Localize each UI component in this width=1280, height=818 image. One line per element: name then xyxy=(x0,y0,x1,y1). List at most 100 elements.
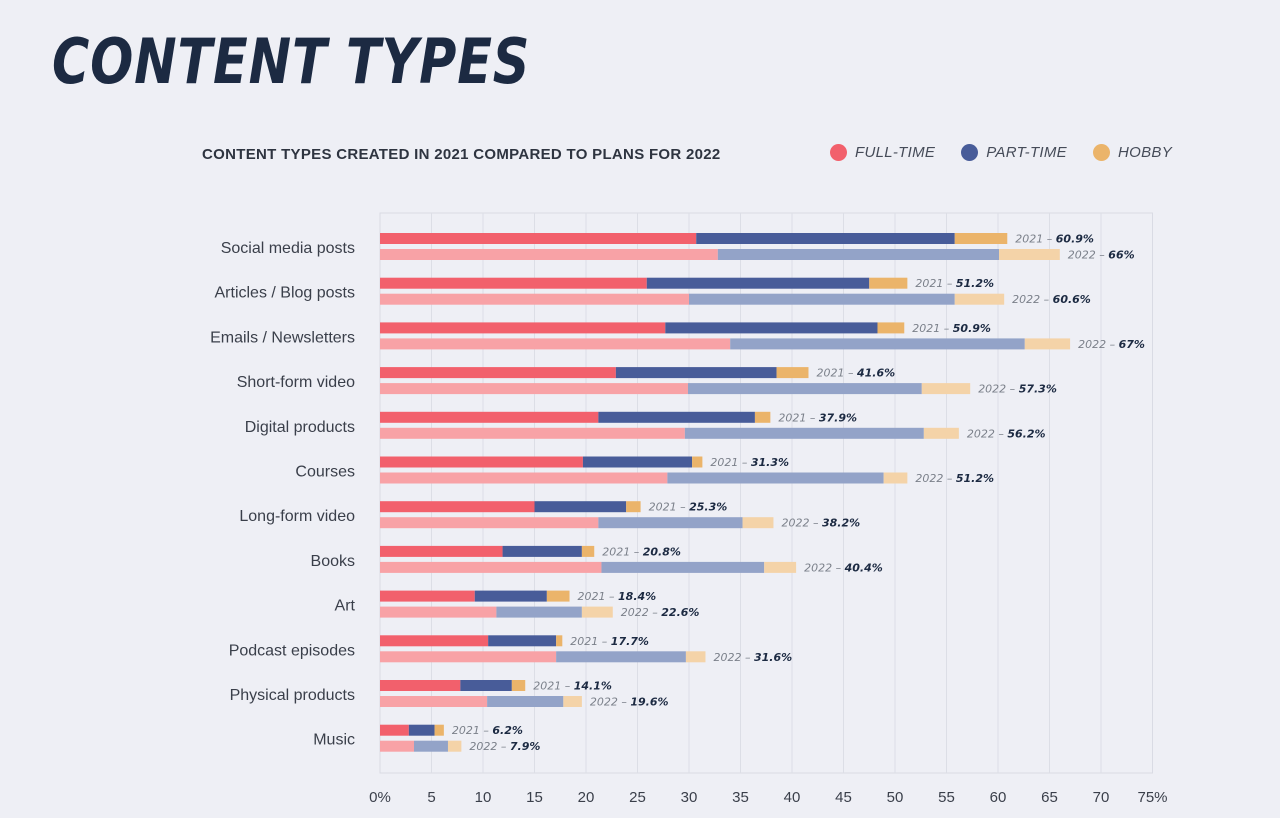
bar-2022-part-time xyxy=(689,293,955,305)
bar-2022-part-time xyxy=(556,651,686,663)
bar-2022-hobby xyxy=(954,293,1005,305)
legend-item-full-time: FULL-TIME xyxy=(830,144,935,161)
data-label: 2021 – 50.9% xyxy=(912,322,991,335)
bar-2022-part-time xyxy=(598,517,743,529)
category-label: Long-form video xyxy=(239,508,355,525)
bar-2022-part-time xyxy=(601,561,765,573)
data-label: 2021 – 18.4% xyxy=(578,590,657,603)
bar-2022-full-time xyxy=(380,338,731,350)
bar-2021-full-time xyxy=(380,501,535,513)
bar-2021-part-time xyxy=(460,680,512,691)
data-label: 2022 – 57.3% xyxy=(978,383,1057,396)
data-label: 2022 – 60.6% xyxy=(1012,293,1091,306)
bar-2021-part-time xyxy=(582,456,693,468)
chart-title: CONTENT TYPES CREATED IN 2021 COMPARED T… xyxy=(202,146,721,163)
bar-2021-hobby xyxy=(869,277,908,289)
bar-2022-hobby xyxy=(685,651,706,663)
bar-2021-part-time xyxy=(598,411,755,423)
bar-2022-full-time xyxy=(380,249,718,260)
bar-2021-full-time xyxy=(380,545,503,557)
bar-2021-full-time xyxy=(380,456,583,468)
bar-2021-hobby xyxy=(776,367,809,379)
full-time-dot-icon xyxy=(830,144,847,161)
category-label: Courses xyxy=(295,464,355,481)
bar-2021-hobby xyxy=(434,724,444,736)
bar-2021-part-time xyxy=(534,501,627,513)
bar-2021-hobby xyxy=(511,680,526,691)
bar-2022-hobby xyxy=(923,427,959,439)
bar-2022-full-time xyxy=(380,606,497,618)
x-tick-label: 30 xyxy=(681,789,698,806)
bar-2021-part-time xyxy=(665,322,878,334)
bar-2021-full-time xyxy=(380,635,489,647)
x-tick-label: 75% xyxy=(1137,789,1167,806)
category-label: Articles / Blog posts xyxy=(215,285,356,302)
x-tick-label: 5 xyxy=(427,789,435,806)
bar-2022-hobby xyxy=(764,561,797,573)
bar-2021-hobby xyxy=(581,545,595,557)
bar-2021-part-time xyxy=(474,590,547,602)
x-tick-label: 45 xyxy=(835,789,852,806)
bar-2022-full-time xyxy=(380,517,599,529)
data-label: 2022 – 40.4% xyxy=(804,561,883,574)
x-tick-label: 65 xyxy=(1041,789,1058,806)
x-tick-label: 35 xyxy=(732,789,749,806)
hobby-dot-icon xyxy=(1093,144,1110,161)
x-tick-label: 70 xyxy=(1093,789,1110,806)
bar-2022-part-time xyxy=(717,249,1000,260)
bar-2022-full-time xyxy=(380,472,668,484)
plot-area xyxy=(379,212,1153,774)
bar-2022-part-time xyxy=(413,740,448,752)
bar-2021-full-time xyxy=(380,367,616,379)
bar-2022-full-time xyxy=(380,427,685,439)
data-label: 2021 – 14.1% xyxy=(533,680,612,693)
category-label: Books xyxy=(311,553,355,570)
bar-2021-hobby xyxy=(754,411,771,423)
data-label: 2022 – 19.6% xyxy=(590,696,669,709)
category-label: Podcast episodes xyxy=(229,642,355,659)
bar-2021-full-time xyxy=(380,277,647,289)
bar-2022-hobby xyxy=(999,249,1060,260)
bar-2022-part-time xyxy=(667,472,884,484)
bar-2021-hobby xyxy=(954,233,1008,244)
data-label: 2021 – 51.2% xyxy=(915,277,994,290)
data-label: 2022 – 22.6% xyxy=(621,606,700,619)
legend-label: PART-TIME xyxy=(986,144,1067,161)
bar-2022-part-time xyxy=(496,606,582,618)
category-label: Social media posts xyxy=(221,240,355,257)
data-label: 2021 – 41.6% xyxy=(816,367,895,380)
data-label: 2021 – 31.3% xyxy=(710,456,789,469)
bar-2021-hobby xyxy=(626,501,641,513)
bar-2022-full-time xyxy=(380,293,689,305)
data-label: 2021 – 37.9% xyxy=(778,411,857,424)
x-tick-label: 40 xyxy=(784,789,801,806)
bar-2021-part-time xyxy=(696,233,955,244)
x-tick-label: 15 xyxy=(526,789,543,806)
data-label: 2021 – 20.8% xyxy=(602,545,681,558)
bar-2022-hobby xyxy=(883,472,908,484)
bar-2021-hobby xyxy=(556,635,563,647)
x-tick-label: 60 xyxy=(990,789,1007,806)
legend-label: HOBBY xyxy=(1118,144,1173,161)
category-label: Digital products xyxy=(245,419,355,436)
x-tick-label: 25 xyxy=(629,789,646,806)
bar-2021-part-time xyxy=(502,545,582,557)
bar-2021-full-time xyxy=(380,680,461,691)
category-label: Physical products xyxy=(230,687,355,704)
data-label: 2022 – 31.6% xyxy=(713,651,792,664)
bar-2022-full-time xyxy=(380,561,602,573)
data-label: 2022 – 38.2% xyxy=(781,517,860,530)
data-label: 2021 – 6.2% xyxy=(452,724,523,737)
data-label: 2021 – 25.3% xyxy=(649,501,728,514)
bar-2021-part-time xyxy=(646,277,870,289)
data-label: 2021 – 17.7% xyxy=(570,635,649,648)
data-label: 2022 – 67% xyxy=(1078,338,1145,351)
part-time-dot-icon xyxy=(961,144,979,161)
bar-2022-hobby xyxy=(742,517,774,529)
bar-2022-hobby xyxy=(581,606,613,618)
legend-label: FULL-TIME xyxy=(855,144,936,161)
bar-2022-full-time xyxy=(380,651,557,663)
category-label: Art xyxy=(335,598,356,615)
x-tick-label: 55 xyxy=(938,789,955,806)
category-label: Short-form video xyxy=(237,374,355,391)
